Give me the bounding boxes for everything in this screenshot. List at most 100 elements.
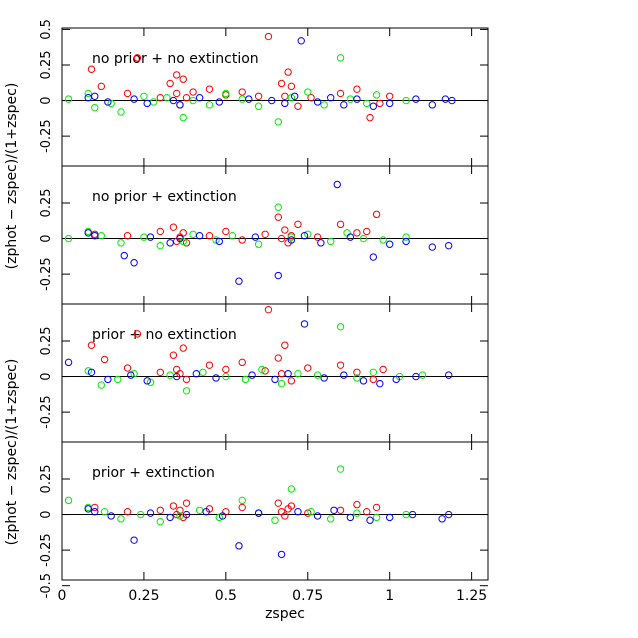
point bbox=[199, 368, 207, 376]
point bbox=[353, 95, 361, 103]
point bbox=[408, 510, 417, 519]
point bbox=[107, 512, 115, 520]
point bbox=[290, 92, 299, 100]
point bbox=[281, 99, 289, 108]
point bbox=[146, 233, 155, 241]
point bbox=[327, 237, 335, 246]
y-axis-label: (zphot − zspec)/(1+zspec) bbox=[4, 359, 20, 546]
point bbox=[238, 236, 246, 244]
point bbox=[228, 232, 237, 240]
x-axis-label: zspec bbox=[265, 606, 305, 622]
point bbox=[156, 241, 165, 250]
point bbox=[281, 226, 289, 234]
point bbox=[336, 361, 345, 369]
point bbox=[304, 230, 312, 238]
point bbox=[363, 99, 371, 108]
point bbox=[136, 510, 145, 519]
point bbox=[117, 108, 125, 116]
point bbox=[287, 485, 296, 493]
point bbox=[91, 508, 99, 516]
point bbox=[87, 368, 96, 376]
point bbox=[133, 54, 142, 62]
y-tick-label: 0 bbox=[39, 234, 54, 242]
point bbox=[172, 372, 181, 381]
point bbox=[222, 372, 230, 381]
point bbox=[307, 508, 315, 516]
point bbox=[327, 94, 335, 102]
point bbox=[235, 277, 243, 285]
point bbox=[140, 233, 148, 241]
point bbox=[189, 88, 197, 96]
y-tick-label: -0.25 bbox=[39, 533, 54, 567]
point bbox=[372, 91, 381, 99]
point bbox=[281, 92, 289, 100]
point bbox=[402, 233, 410, 241]
point bbox=[114, 375, 122, 384]
point bbox=[336, 323, 345, 331]
point bbox=[84, 367, 92, 375]
point bbox=[215, 237, 223, 246]
point bbox=[176, 101, 184, 109]
point bbox=[340, 371, 348, 379]
point bbox=[359, 377, 368, 385]
point bbox=[238, 496, 246, 505]
point bbox=[189, 230, 197, 238]
point bbox=[143, 99, 151, 108]
point bbox=[300, 232, 309, 240]
point bbox=[182, 499, 191, 507]
point bbox=[182, 375, 191, 384]
point bbox=[130, 259, 138, 267]
point bbox=[182, 239, 191, 247]
point bbox=[241, 375, 250, 384]
point bbox=[336, 220, 345, 229]
y-tick-label: 0.25 bbox=[39, 51, 54, 80]
y-tick-label: 0.25 bbox=[39, 465, 54, 494]
panel-frame bbox=[61, 441, 489, 581]
point bbox=[281, 512, 289, 520]
point bbox=[271, 516, 279, 524]
point bbox=[385, 99, 394, 108]
point bbox=[277, 550, 286, 559]
point bbox=[320, 101, 328, 109]
point bbox=[333, 180, 341, 189]
point bbox=[156, 227, 165, 236]
point bbox=[330, 506, 338, 514]
point bbox=[150, 98, 158, 106]
point bbox=[353, 85, 361, 93]
point bbox=[133, 330, 142, 338]
panel-frame bbox=[61, 165, 489, 305]
point bbox=[287, 377, 296, 385]
point bbox=[284, 370, 292, 378]
point bbox=[277, 234, 286, 243]
point bbox=[100, 508, 109, 516]
point bbox=[123, 89, 132, 98]
point bbox=[182, 510, 191, 519]
panel-title: prior + extinction bbox=[92, 465, 215, 481]
point bbox=[238, 358, 246, 367]
point bbox=[251, 233, 260, 241]
y-tick-label: 0 bbox=[39, 372, 54, 380]
point bbox=[277, 508, 286, 516]
point bbox=[248, 371, 256, 379]
point bbox=[123, 232, 132, 240]
point bbox=[172, 89, 181, 98]
point bbox=[195, 232, 204, 240]
point bbox=[222, 508, 230, 516]
point bbox=[156, 94, 165, 102]
point bbox=[169, 351, 178, 359]
point bbox=[336, 506, 345, 514]
point bbox=[238, 95, 246, 103]
point bbox=[366, 113, 374, 122]
point bbox=[376, 379, 384, 388]
point bbox=[254, 509, 263, 517]
y-tick-label: 0.25 bbox=[39, 189, 54, 218]
point bbox=[264, 305, 273, 314]
point bbox=[205, 361, 214, 369]
point bbox=[215, 98, 223, 106]
point bbox=[313, 233, 322, 241]
point bbox=[238, 88, 246, 96]
point bbox=[274, 354, 282, 362]
point bbox=[166, 371, 174, 379]
point bbox=[268, 96, 276, 105]
point bbox=[304, 509, 312, 517]
